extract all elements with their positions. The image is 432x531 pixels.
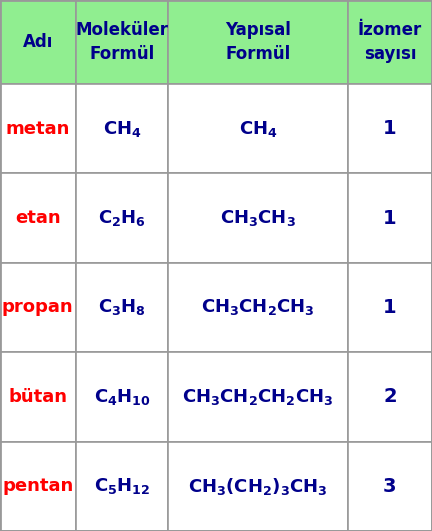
Text: Yapısal
Formül: Yapısal Formül <box>225 21 291 63</box>
Text: 3: 3 <box>383 477 397 496</box>
Bar <box>168 263 348 352</box>
Bar <box>168 442 348 531</box>
Text: $\mathbf{C_2H_6}$: $\mathbf{C_2H_6}$ <box>98 208 146 228</box>
Bar <box>168 352 348 442</box>
Text: $\mathbf{C_4H_{10}}$: $\mathbf{C_4H_{10}}$ <box>94 387 150 407</box>
Bar <box>76 263 168 352</box>
Bar <box>0 352 76 442</box>
Text: pentan: pentan <box>2 477 73 495</box>
Bar <box>348 173 432 263</box>
Text: Moleküler
Formül: Moleküler Formül <box>76 21 168 63</box>
Bar <box>0 173 76 263</box>
Bar <box>348 0 432 84</box>
Text: $\mathbf{CH_3CH_2CH_2CH_3}$: $\mathbf{CH_3CH_2CH_2CH_3}$ <box>182 387 334 407</box>
Bar <box>348 263 432 352</box>
Text: 1: 1 <box>383 209 397 227</box>
Text: propan: propan <box>2 298 73 316</box>
Bar <box>168 0 348 84</box>
Text: İzomer
sayısı: İzomer sayısı <box>358 21 422 63</box>
Text: 1: 1 <box>383 298 397 317</box>
Text: $\mathbf{C_5H_{12}}$: $\mathbf{C_5H_{12}}$ <box>94 476 150 496</box>
Text: metan: metan <box>6 119 70 138</box>
Bar <box>76 173 168 263</box>
Bar <box>168 84 348 173</box>
Bar <box>76 84 168 173</box>
Text: $\mathbf{CH_3(CH_2)_3CH_3}$: $\mathbf{CH_3(CH_2)_3CH_3}$ <box>188 476 328 497</box>
Text: 2: 2 <box>383 388 397 406</box>
Bar <box>0 442 76 531</box>
Text: 1: 1 <box>383 119 397 138</box>
Text: etan: etan <box>15 209 60 227</box>
Text: $\mathbf{CH_4}$: $\mathbf{CH_4}$ <box>239 118 277 139</box>
Bar <box>348 442 432 531</box>
Bar <box>0 84 76 173</box>
Bar <box>0 0 76 84</box>
Text: $\mathbf{C_3H_8}$: $\mathbf{C_3H_8}$ <box>98 297 146 318</box>
Text: $\mathbf{CH_4}$: $\mathbf{CH_4}$ <box>103 118 141 139</box>
Bar <box>76 442 168 531</box>
Bar <box>348 84 432 173</box>
Text: $\mathbf{CH_3CH_2CH_3}$: $\mathbf{CH_3CH_2CH_3}$ <box>201 297 315 318</box>
Text: $\mathbf{CH_3CH_3}$: $\mathbf{CH_3CH_3}$ <box>220 208 296 228</box>
Bar <box>76 0 168 84</box>
Bar <box>168 173 348 263</box>
Bar <box>76 352 168 442</box>
Bar <box>348 352 432 442</box>
Text: bütan: bütan <box>8 388 67 406</box>
Text: Adı: Adı <box>22 33 53 51</box>
Bar <box>0 263 76 352</box>
